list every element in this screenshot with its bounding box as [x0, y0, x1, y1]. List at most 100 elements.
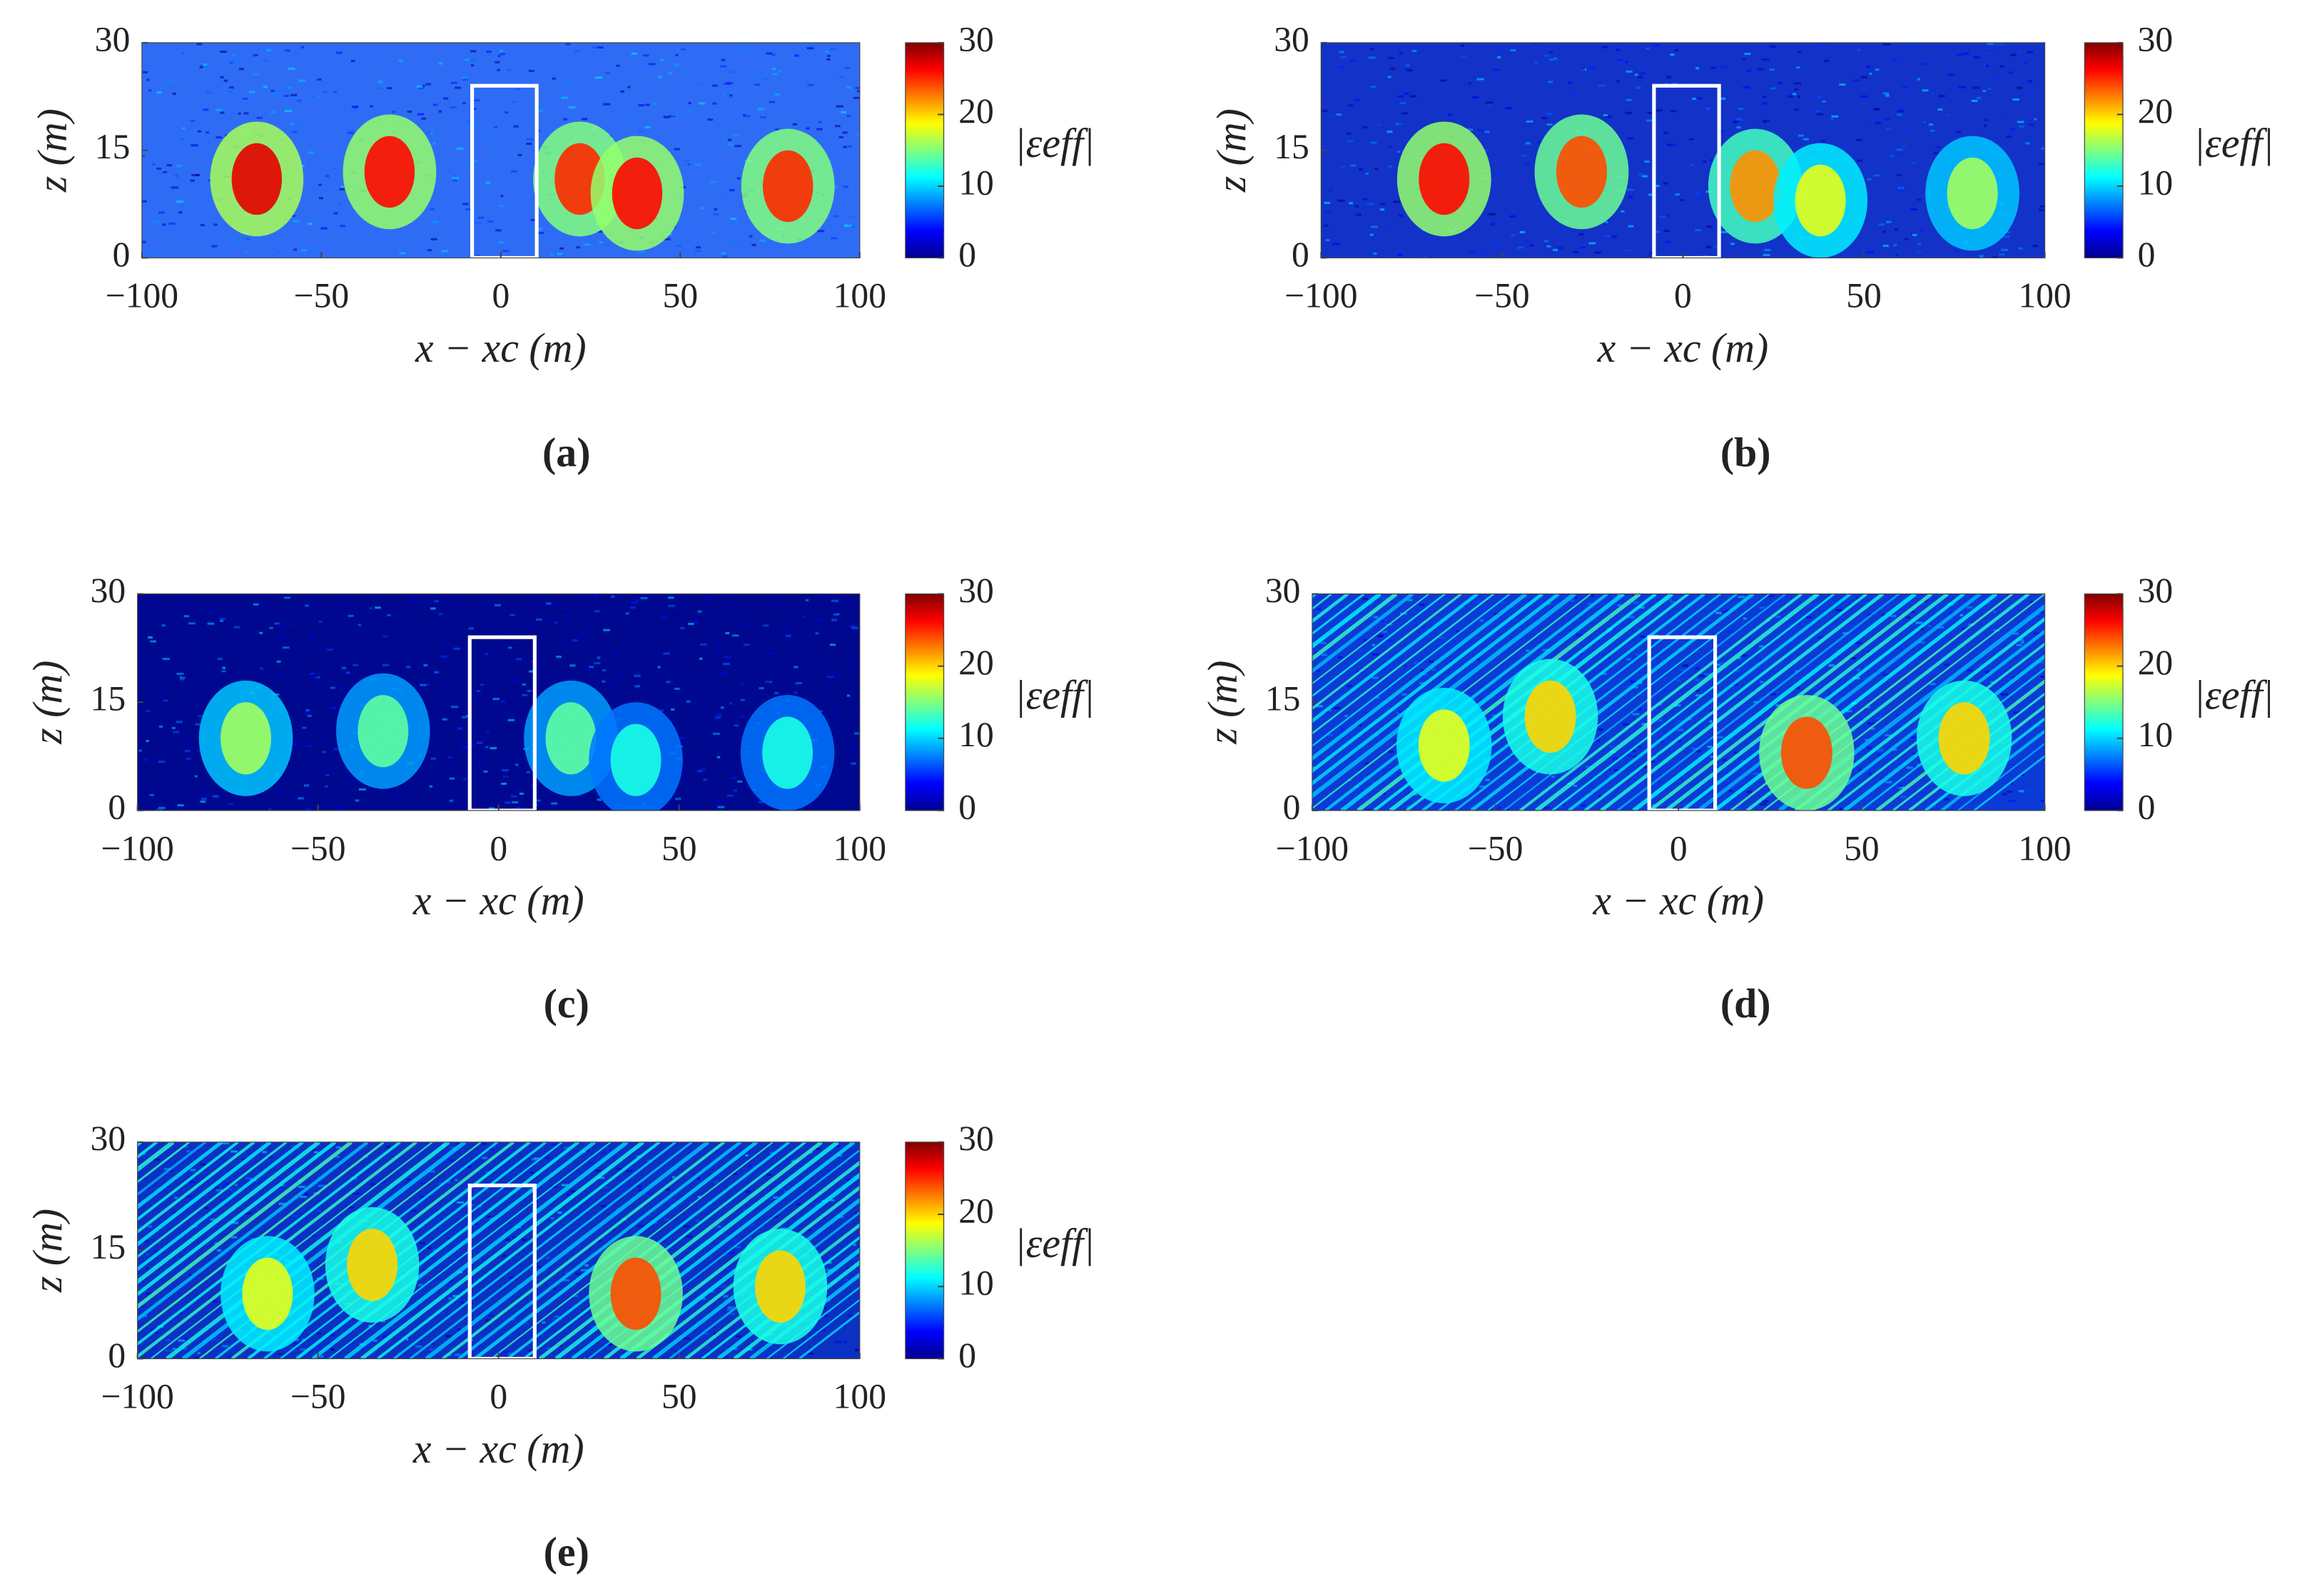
texture [1521, 154, 1527, 157]
texture [714, 208, 718, 210]
texture [1613, 601, 1620, 604]
texture [1656, 109, 1663, 112]
x-tick-label: 50 [1844, 828, 1880, 868]
texture [1923, 121, 1927, 124]
texture [1742, 654, 1748, 657]
texture [1627, 137, 1633, 140]
texture [1768, 594, 1775, 597]
texture [561, 96, 569, 99]
texture [179, 208, 186, 211]
texture [341, 791, 345, 794]
texture [794, 691, 798, 694]
texture [561, 1184, 569, 1186]
texture [1675, 679, 1681, 682]
texture [278, 1202, 286, 1205]
texture [825, 51, 829, 54]
texture [630, 606, 636, 609]
colorbar-tick-label: 10 [958, 163, 994, 202]
texture [1935, 146, 1941, 149]
colorbar-tick-label: 20 [958, 91, 994, 131]
x-tick-label: 100 [833, 276, 886, 315]
texture [386, 1145, 391, 1149]
texture [336, 806, 343, 809]
texture [607, 1343, 613, 1346]
texture [512, 680, 518, 683]
texture [712, 231, 716, 234]
texture [138, 1305, 145, 1308]
texture [184, 740, 191, 743]
texture [1579, 243, 1586, 246]
texture [1573, 251, 1579, 254]
texture [267, 1156, 273, 1159]
texture [724, 656, 731, 659]
texture [669, 153, 675, 156]
streak [1312, 594, 1414, 674]
texture [276, 672, 281, 675]
streak [137, 1142, 255, 1234]
texture [480, 683, 484, 686]
texture [751, 243, 756, 246]
texture [721, 252, 726, 255]
blob-core [755, 1250, 806, 1323]
texture [1348, 104, 1354, 107]
texture [1595, 739, 1600, 742]
texture [437, 675, 441, 678]
blob-core [610, 723, 661, 796]
texture [2016, 644, 2022, 646]
texture [751, 1165, 756, 1168]
texture [228, 802, 233, 805]
texture [584, 243, 591, 246]
texture [465, 121, 472, 123]
texture [1429, 660, 1434, 663]
texture [806, 1229, 811, 1232]
texture [699, 643, 707, 646]
texture [1387, 76, 1391, 78]
texture [1401, 112, 1409, 115]
texture [826, 1269, 833, 1271]
texture [2019, 656, 2026, 660]
texture [292, 220, 300, 223]
texture [386, 87, 392, 90]
texture [138, 749, 142, 752]
texture [305, 711, 310, 714]
texture [739, 715, 745, 718]
texture [509, 614, 515, 616]
texture [611, 595, 615, 598]
texture [180, 678, 185, 681]
texture [2023, 61, 2027, 65]
texture [1374, 168, 1379, 171]
texture [716, 649, 721, 651]
texture [220, 76, 224, 78]
texture [1696, 195, 1703, 198]
colorbar-label: |εeff| [1015, 1220, 1095, 1266]
texture [1705, 245, 1713, 248]
texture [1369, 141, 1377, 144]
texture [1479, 785, 1486, 788]
texture [666, 681, 671, 683]
texture [163, 634, 168, 637]
texture [835, 125, 841, 128]
texture [456, 1201, 465, 1204]
streak [166, 1142, 450, 1359]
blob-core [545, 702, 597, 775]
texture [1621, 210, 1625, 213]
texture [568, 639, 572, 642]
texture [430, 1348, 433, 1351]
texture [1757, 68, 1765, 71]
texture [597, 798, 602, 801]
texture [353, 664, 359, 666]
texture [463, 778, 467, 781]
texture [532, 1158, 537, 1161]
texture [318, 1184, 325, 1187]
texture [586, 1356, 589, 1358]
texture [297, 99, 302, 102]
texture [506, 806, 512, 809]
texture [550, 253, 554, 256]
texture [826, 58, 831, 61]
texture [827, 1261, 832, 1264]
texture [1720, 230, 1728, 233]
texture [830, 48, 837, 51]
texture [1379, 203, 1386, 205]
texture [524, 1322, 529, 1325]
